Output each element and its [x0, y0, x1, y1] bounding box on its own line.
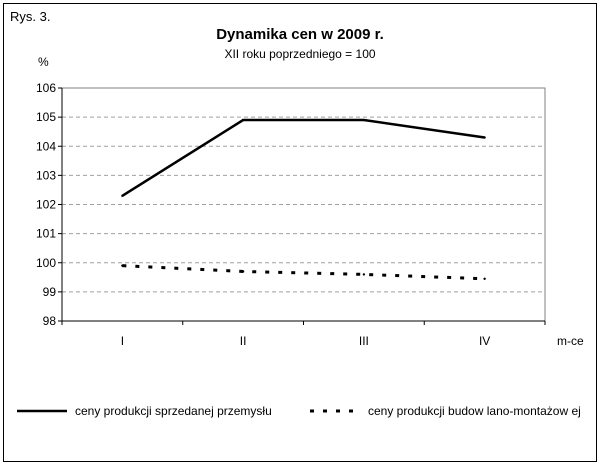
- figure-label: Rys. 3.: [10, 9, 51, 24]
- series-line-2: [122, 264, 485, 281]
- legend-label-2: ceny produkcji budow lano-montażow ej: [368, 404, 581, 418]
- data-point: [241, 270, 245, 273]
- x-tick-label: I: [121, 334, 124, 348]
- data-point: [483, 277, 486, 280]
- x-axis-label: m-ce: [557, 334, 584, 348]
- y-tick-label: 100: [36, 256, 56, 270]
- figure-frame: [3, 3, 597, 462]
- data-point: [241, 118, 245, 122]
- chart-title: Dynamika cen w 2009 r.: [216, 26, 384, 43]
- y-tick-label: 101: [36, 227, 56, 241]
- x-tick-label: III: [359, 334, 369, 348]
- data-point: [121, 264, 124, 267]
- data-point: [362, 273, 366, 276]
- y-tick-label: 99: [43, 285, 57, 299]
- y-tick-label: 103: [36, 168, 56, 182]
- data-point: [483, 136, 486, 139]
- y-tick-label: 104: [36, 139, 56, 153]
- y-axis-label: %: [38, 55, 49, 69]
- chart-subtitle: XII roku poprzedniego = 100: [224, 47, 376, 61]
- legend-label-1: ceny produkcji sprzedanej przemysłu: [75, 404, 272, 418]
- x-tick-label: IV: [479, 334, 490, 348]
- y-tick-label: 102: [36, 198, 56, 212]
- y-tick-label: 105: [36, 110, 56, 124]
- y-tick-label: 106: [36, 81, 56, 95]
- data-point: [362, 118, 366, 122]
- data-point: [121, 194, 124, 197]
- x-tick-label: II: [240, 334, 247, 348]
- y-tick-label: 98: [43, 314, 57, 328]
- series-line-1: [121, 118, 485, 197]
